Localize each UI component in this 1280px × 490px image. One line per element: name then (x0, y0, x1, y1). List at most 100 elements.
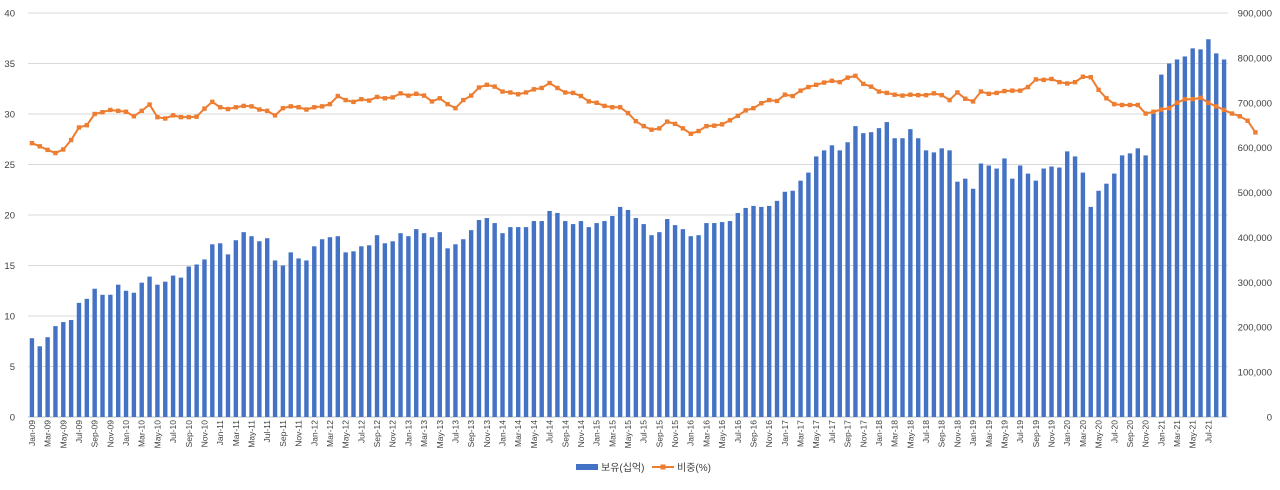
line-marker (249, 104, 254, 109)
line-marker (1002, 88, 1007, 94)
bar (484, 218, 490, 417)
bar (1010, 178, 1015, 417)
line-series-share (29, 73, 1258, 156)
line-marker (390, 95, 395, 100)
line-marker (312, 105, 317, 110)
y-left-tick-label: 5 (10, 362, 15, 373)
bar (531, 221, 537, 417)
line-marker (657, 126, 662, 131)
line-marker (476, 85, 482, 90)
x-tick-label: Jan-16 (686, 420, 696, 446)
line-marker (1159, 107, 1164, 112)
x-tick-label: Jul-15 (639, 420, 649, 443)
bar (366, 245, 372, 417)
line-marker (1135, 102, 1141, 108)
bar (429, 237, 435, 417)
line-marker (45, 147, 50, 153)
line-marker (37, 144, 42, 149)
bar (555, 212, 560, 417)
line-marker (366, 98, 372, 103)
bar (829, 145, 835, 417)
bar (359, 246, 364, 417)
line-marker (672, 121, 678, 127)
bar (516, 227, 521, 417)
line-marker (1104, 96, 1109, 101)
x-tick-label: Nov-20 (1141, 420, 1151, 448)
line-marker (304, 107, 309, 112)
bar (233, 240, 239, 417)
x-tick-label: Mar-17 (796, 420, 806, 447)
line-marker (92, 111, 97, 117)
x-tick-label: Jul-21 (1203, 420, 1213, 443)
bar (821, 150, 827, 418)
x-tick-label: Nov-15 (670, 420, 680, 448)
line-marker (986, 91, 991, 96)
bar (500, 233, 505, 417)
x-tick-label: Sep-20 (1125, 420, 1135, 448)
line-marker (194, 114, 199, 119)
line-marker (868, 84, 874, 89)
bar (955, 181, 960, 417)
bar (1112, 173, 1117, 417)
line-marker (719, 122, 725, 127)
line-marker (853, 73, 858, 79)
bar (892, 138, 897, 418)
y-right-tick-label: 200,000 (1238, 323, 1272, 334)
line-marker (1245, 118, 1250, 123)
x-tick-label: Jan-11 (215, 420, 225, 446)
bar (335, 236, 340, 417)
line-marker (421, 93, 427, 98)
line-marker (915, 92, 921, 98)
line-marker (108, 107, 113, 113)
line-marker (602, 103, 607, 109)
line-marker (1057, 79, 1062, 85)
line-marker (178, 114, 184, 120)
line-marker (468, 93, 474, 98)
line-marker (978, 89, 984, 94)
bar (766, 205, 772, 417)
bar (29, 338, 35, 417)
line-marker (884, 90, 890, 96)
x-tick-label: May-14 (529, 420, 539, 449)
line-marker (900, 93, 905, 98)
line-marker (547, 80, 552, 86)
line-marker (492, 84, 497, 89)
bar (1143, 155, 1148, 417)
x-tick-label: Sep-14 (560, 420, 570, 448)
x-tick-label: Sep-12 (372, 420, 382, 448)
bar (398, 233, 403, 417)
x-tick-label: Nov-10 (199, 420, 209, 448)
line-marker (790, 93, 795, 99)
line-marker (727, 118, 733, 123)
x-tick-label: Jul-14 (545, 420, 555, 443)
line-marker (68, 137, 74, 143)
bar (939, 148, 944, 417)
line-marker (1049, 76, 1054, 82)
bar (759, 206, 764, 417)
bar (963, 178, 968, 417)
line-marker (1221, 107, 1227, 113)
bar (131, 292, 137, 417)
bar (1041, 168, 1046, 417)
line-marker (453, 105, 458, 111)
bar (406, 236, 411, 417)
line-marker (1143, 111, 1148, 116)
x-tick-label: May-11 (247, 420, 257, 448)
bar (1104, 183, 1109, 417)
y-right-tick-label: 0 (1267, 413, 1272, 424)
line-marker (115, 108, 121, 114)
x-tick-label: Jul-19 (1015, 420, 1025, 443)
line-marker (445, 101, 450, 107)
bar (1214, 53, 1219, 418)
line-marker (1206, 100, 1211, 105)
line-marker (1025, 84, 1031, 90)
x-tick-label: Jul-17 (827, 420, 837, 443)
x-tick-label: Mar-12 (325, 420, 335, 447)
bar (719, 222, 725, 417)
line-marker (712, 123, 717, 128)
line-marker (939, 92, 944, 98)
bar (461, 239, 466, 417)
x-tick-label: Sep-13 (466, 420, 476, 448)
line-marker (272, 113, 278, 118)
